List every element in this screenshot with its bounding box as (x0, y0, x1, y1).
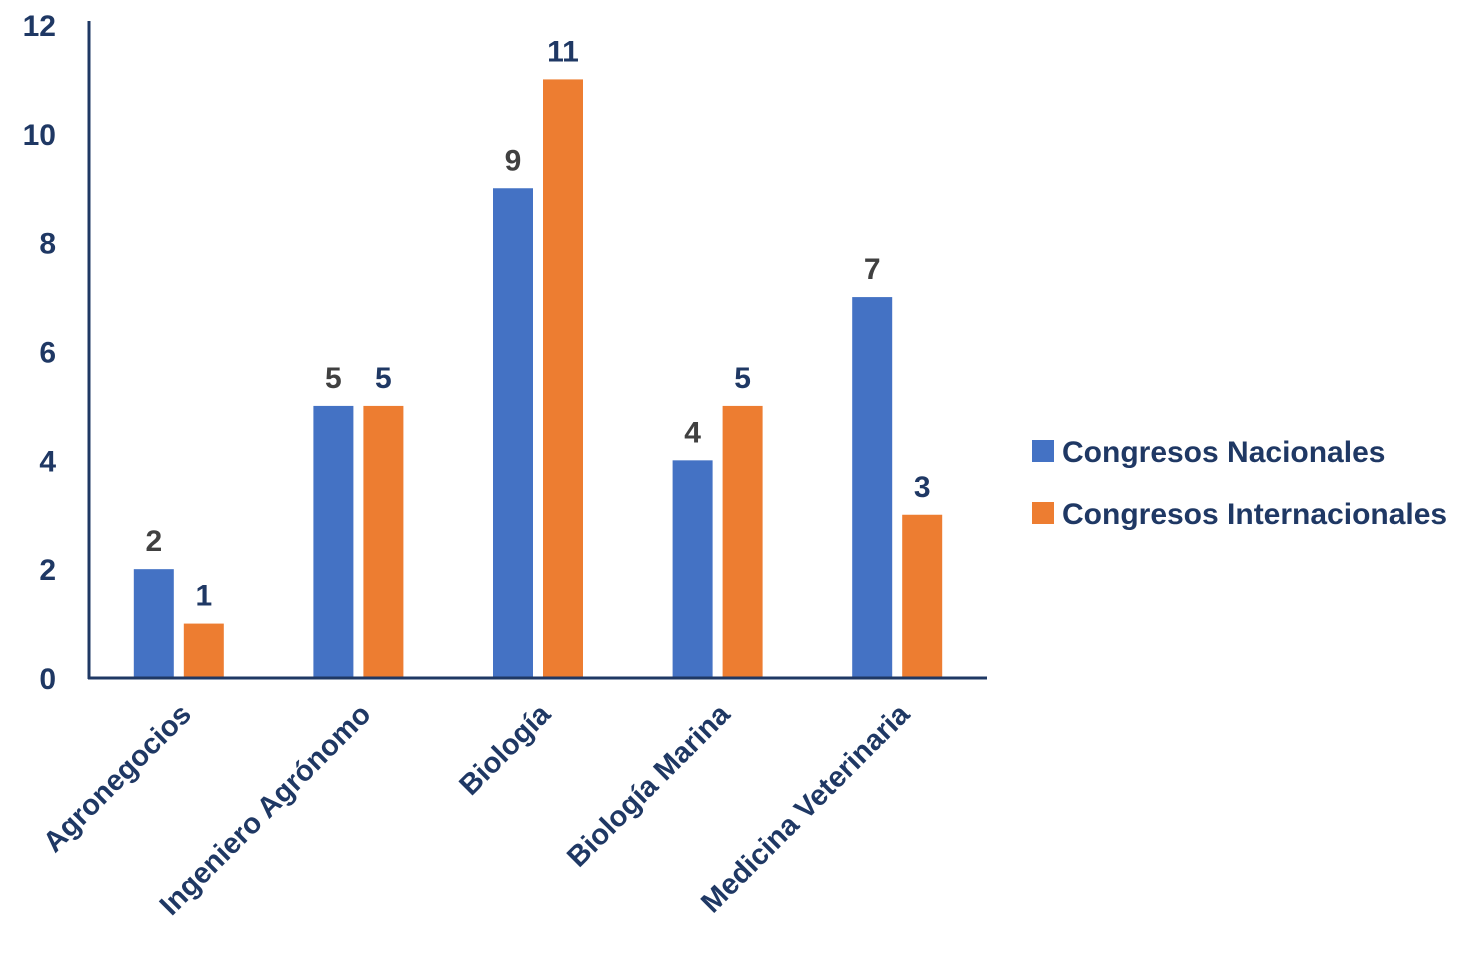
data-label-biologia-marina-congresos-internacionales: 5 (734, 362, 751, 395)
data-label-ingeniero-agronomo-congresos-internacionales: 5 (375, 362, 392, 395)
bar-biologia-marina-congresos-nacionales (672, 460, 713, 678)
legend: Congresos Nacionales Congresos Internacio… (1032, 436, 1447, 531)
y-tick-label: 10 (23, 119, 56, 152)
legend-label-congresos-nacionales: Congresos Nacionales (1062, 436, 1385, 469)
data-label-agronegocios-congresos-internacionales: 1 (195, 580, 212, 613)
y-tick-label: 4 (39, 445, 56, 478)
x-tick-label-agronegocios: Agronegocios (37, 698, 197, 858)
y-tick-label: 0 (39, 663, 56, 696)
bar-biologia-congresos-internacionales (543, 79, 583, 678)
bar-biologia-marina-congresos-internacionales (722, 405, 763, 678)
x-tick-label-biologia: Biología (453, 698, 557, 802)
data-label-ingeniero-agronomo-congresos-nacionales: 5 (325, 362, 342, 395)
data-label-biologia-marina-congresos-nacionales: 4 (684, 416, 701, 449)
bars-layer (133, 79, 943, 678)
bar-biologia-congresos-nacionales (493, 188, 533, 678)
bar-ingeniero-agronomo-congresos-internacionales (363, 405, 404, 678)
legend-swatch-congresos-nacionales (1032, 440, 1054, 462)
data-label-biologia-congresos-nacionales: 9 (505, 144, 522, 177)
data-label-agronegocios-congresos-nacionales: 2 (145, 525, 162, 558)
y-tick-label: 12 (23, 10, 56, 43)
legend-swatch-congresos-internacionales (1032, 502, 1054, 524)
bar-ingeniero-agronomo-congresos-nacionales (313, 405, 354, 678)
bar-agronegocios-congresos-internacionales (183, 623, 224, 678)
x-tick-label-medicina-veterinaria: Medicina Veterinaria (695, 698, 917, 920)
data-label-medicina-veterinaria-congresos-internacionales: 3 (914, 471, 931, 504)
data-label-biologia-congresos-internacionales: 11 (547, 35, 579, 68)
bar-agronegocios-congresos-nacionales (133, 569, 174, 678)
x-tick-label-biologia-marina: Biología Marina (561, 698, 737, 874)
y-tick-label: 8 (39, 228, 56, 261)
x-tick-label-ingeniero-agronomo: Ingeniero Agrónomo (154, 698, 378, 922)
data-label-medicina-veterinaria-congresos-nacionales: 7 (864, 253, 881, 286)
bar-medicina-veterinaria-congresos-internacionales (902, 514, 943, 678)
bar-medicina-veterinaria-congresos-nacionales (852, 297, 893, 678)
y-tick-label: 2 (39, 554, 56, 587)
legend-label-congresos-internacionales: Congresos Internacionales (1062, 498, 1447, 531)
y-tick-label: 6 (39, 337, 56, 370)
